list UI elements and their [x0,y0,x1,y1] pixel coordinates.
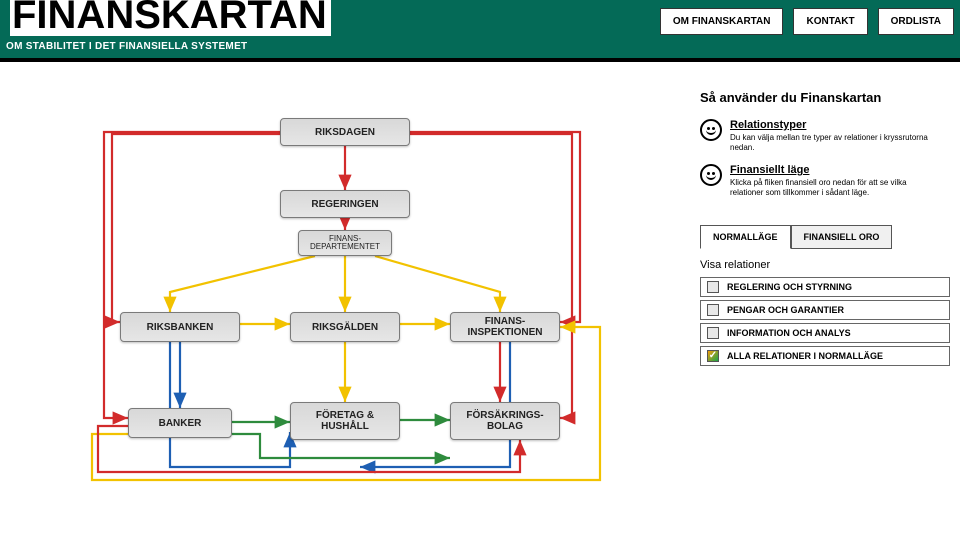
tab-finansiell-oro[interactable]: FINANSIELL ORO [791,225,893,249]
mode-tabs: NORMALLÄGE FINANSIELL ORO [700,225,950,249]
edge-8 [375,256,500,312]
nav-contact-button[interactable]: KONTAKT [793,8,867,35]
node-banker[interactable]: BANKER [128,408,232,438]
feature-relationstyper: Relationstyper Du kan välja mellan tre t… [700,119,950,152]
node-finansinsp[interactable]: FINANS- INSPEKTIONEN [450,312,560,342]
relations-title: Visa relationer [700,259,950,271]
relation-row-reglering[interactable]: REGLERING OCH STYRNING [700,277,950,297]
site-title: FINANSKARTAN [10,0,331,36]
node-foretag[interactable]: FÖRETAG & HUSHÅLL [290,402,400,440]
node-riksdagen[interactable]: RIKSDAGEN [280,118,410,146]
checkbox-icon[interactable]: ✓ [707,350,719,362]
node-riksbanken[interactable]: RIKSBANKEN [120,312,240,342]
sidebar-title: Så använder du Finanskartan [700,90,950,105]
edge-0 [104,132,280,418]
feature-heading[interactable]: Relationstyper [730,119,940,131]
diagram-canvas: RIKSDAGEN REGERINGEN FINANS- DEPARTEMENTET… [0,62,700,540]
node-finansdep[interactable]: FINANS- DEPARTEMENTET [298,230,392,256]
node-regeringen[interactable]: REGERINGEN [280,190,410,218]
checkbox-icon[interactable] [707,281,719,293]
checkbox-icon[interactable] [707,304,719,316]
feature-heading[interactable]: Finansiellt läge [730,164,940,176]
relation-row-pengar[interactable]: PENGAR OCH GARANTIER [700,300,950,320]
feature-desc: Klicka på fliken finansiell oro nedan fö… [730,178,940,197]
feature-finansiellt-lage: Finansiellt läge Klicka på fliken finans… [700,164,950,197]
edge-7 [170,256,315,312]
smiley-icon [700,119,722,141]
site-subtitle: OM STABILITET I DET FINANSIELLA SYSTEMET [2,40,251,53]
edge-3 [410,134,572,418]
relation-label: PENGAR OCH GARANTIER [727,305,844,315]
nav-glossary-button[interactable]: ORDLISTA [878,8,954,35]
sidebar: Så använder du Finanskartan Relationstyp… [700,90,960,369]
top-nav: OM FINANSKARTAN KONTAKT ORDLISTA [660,8,954,35]
node-riksgalden[interactable]: RIKSGÄLDEN [290,312,400,342]
feature-desc: Du kan välja mellan tre typer av relatio… [730,133,940,152]
checkbox-icon[interactable] [707,327,719,339]
relation-label: ALLA RELATIONER I NORMALLÄGE [727,351,883,361]
node-forsakring[interactable]: FÖRSÄKRINGS- BOLAG [450,402,560,440]
relation-label: REGLERING OCH STYRNING [727,282,852,292]
edge-2 [410,132,580,322]
relation-label: INFORMATION OCH ANALYS [727,328,851,338]
relation-row-information[interactable]: INFORMATION OCH ANALYS [700,323,950,343]
nav-about-button[interactable]: OM FINANSKARTAN [660,8,784,35]
tab-normallage[interactable]: NORMALLÄGE [700,225,791,249]
edge-1 [112,134,280,322]
smiley-icon [700,164,722,186]
header: FINANSKARTAN OM STABILITET I DET FINANSI… [0,0,960,62]
edge-10 [170,342,290,467]
relation-row-alla[interactable]: ✓ ALLA RELATIONER I NORMALLÄGE [700,346,950,366]
